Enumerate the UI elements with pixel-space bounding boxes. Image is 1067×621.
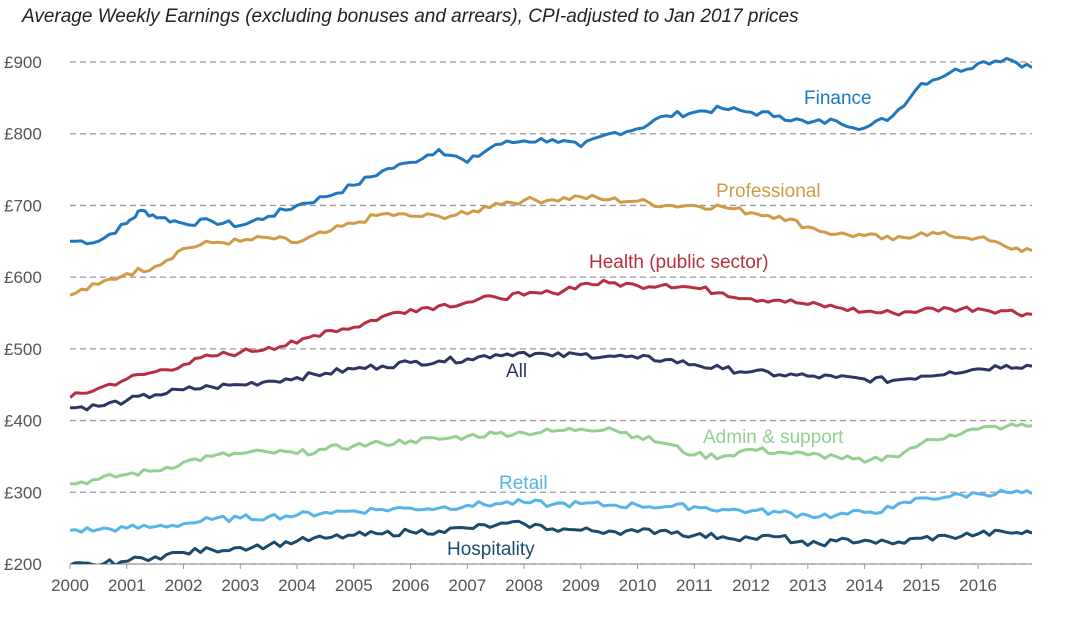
x-tick-label: 2003	[221, 576, 259, 595]
series-line-admin-support	[70, 422, 1032, 486]
x-tick-label: 2005	[335, 576, 373, 595]
series-label: Professional	[716, 181, 821, 202]
x-tick-label: 2016	[959, 576, 997, 595]
y-tick-label: £900	[4, 53, 42, 72]
x-tick-label: 2009	[562, 576, 600, 595]
series-label: Hospitality	[447, 539, 535, 560]
series-line-health-public-sector	[70, 278, 1032, 399]
x-tick-label: 2001	[108, 576, 146, 595]
x-tick-label: 2006	[392, 576, 430, 595]
x-tick-label: 2000	[51, 576, 89, 595]
series-line-all	[70, 350, 1032, 412]
x-tick-label: 2011	[676, 576, 713, 595]
x-tick-label: 2010	[619, 576, 657, 595]
x-tick-label: 2015	[902, 576, 940, 595]
series-label: All	[506, 361, 527, 382]
x-tick-label: 2004	[278, 576, 316, 595]
series-label: Admin & support	[703, 427, 844, 448]
x-tick-label: 2012	[732, 576, 770, 595]
x-tick-label: 2008	[505, 576, 543, 595]
x-tick-label: 2014	[846, 576, 884, 595]
y-tick-label: £300	[4, 483, 42, 502]
x-tick-label: 2002	[165, 576, 203, 595]
series-label: Finance	[804, 88, 872, 109]
series-line-professional	[70, 193, 1032, 297]
y-tick-label: £400	[4, 412, 42, 431]
y-tick-label: £800	[4, 125, 42, 144]
y-tick-label: £200	[4, 555, 42, 574]
y-tick-label: £600	[4, 268, 42, 287]
y-tick-label: £500	[4, 340, 42, 359]
x-tick-label: 2013	[789, 576, 827, 595]
series-label: Retail	[499, 473, 548, 494]
series-line-hospitality	[70, 519, 1032, 564]
series-line-finance	[70, 56, 1032, 246]
series-line-retail	[70, 488, 1032, 534]
series-label: Health (public sector)	[589, 252, 769, 273]
x-tick-label: 2007	[448, 576, 486, 595]
chart-title: Average Weekly Earnings (excluding bonus…	[22, 6, 799, 27]
y-tick-label: £700	[4, 196, 42, 215]
